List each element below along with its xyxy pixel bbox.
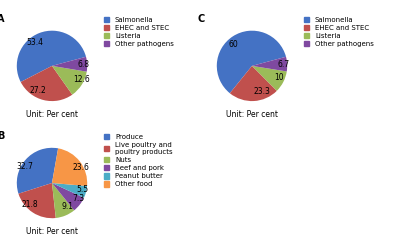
- Text: C: C: [198, 14, 205, 24]
- Text: 27.2: 27.2: [29, 86, 46, 95]
- Wedge shape: [21, 66, 72, 101]
- Wedge shape: [52, 57, 87, 72]
- Text: 60: 60: [228, 40, 238, 49]
- Text: 12.6: 12.6: [74, 75, 90, 84]
- Wedge shape: [52, 66, 87, 95]
- Text: 7.3: 7.3: [72, 194, 84, 203]
- Text: B: B: [0, 131, 5, 141]
- Text: A: A: [0, 14, 5, 24]
- Wedge shape: [17, 148, 58, 194]
- Text: 23.6: 23.6: [72, 163, 89, 172]
- Text: 9.1: 9.1: [62, 202, 74, 211]
- Legend: Salmonella, EHEC and STEC, Listeria, Other pathogens: Salmonella, EHEC and STEC, Listeria, Oth…: [304, 17, 374, 47]
- Text: 6.7: 6.7: [277, 60, 290, 69]
- Wedge shape: [52, 183, 84, 210]
- Text: 21.8: 21.8: [22, 200, 38, 209]
- Text: 6.8: 6.8: [77, 60, 89, 69]
- Legend: Produce, Live poultry and
poultry products, Nuts, Beef and pork, Peanut butter, : Produce, Live poultry and poultry produc…: [104, 134, 173, 187]
- Legend: Salmonella, EHEC and STEC, Listeria, Other pathogens: Salmonella, EHEC and STEC, Listeria, Oth…: [104, 17, 174, 47]
- Text: 5.5: 5.5: [76, 185, 89, 194]
- Wedge shape: [52, 183, 74, 218]
- Text: 10: 10: [274, 73, 284, 82]
- Text: 53.4: 53.4: [26, 38, 43, 47]
- Wedge shape: [252, 66, 287, 91]
- Wedge shape: [52, 183, 87, 198]
- Wedge shape: [52, 148, 87, 186]
- Wedge shape: [17, 31, 86, 82]
- Text: Unit: Per cent: Unit: Per cent: [26, 110, 78, 119]
- Wedge shape: [18, 183, 56, 218]
- Text: 23.3: 23.3: [253, 87, 270, 96]
- Wedge shape: [217, 31, 286, 93]
- Text: 32.7: 32.7: [16, 162, 33, 171]
- Wedge shape: [252, 57, 287, 71]
- Text: Unit: Per cent: Unit: Per cent: [26, 227, 78, 236]
- Wedge shape: [230, 66, 277, 101]
- Text: Unit: Per cent: Unit: Per cent: [226, 110, 278, 119]
